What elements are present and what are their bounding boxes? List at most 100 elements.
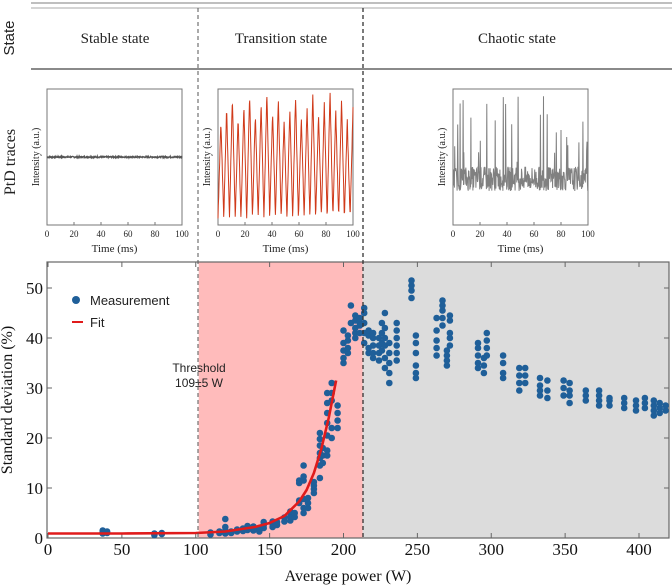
inset-tick-label: 60 xyxy=(295,229,305,239)
row-label-ptd-traces: PtD traces xyxy=(2,129,19,195)
measurement-point xyxy=(360,304,368,312)
measurement-point xyxy=(316,474,324,482)
measurement-point xyxy=(606,394,613,402)
measurement-point xyxy=(300,473,307,480)
measurement-point xyxy=(582,387,590,394)
measurement-point xyxy=(439,314,446,322)
measurement-point xyxy=(386,339,393,347)
measurement-point xyxy=(369,342,377,349)
inset-tick-label: 20 xyxy=(476,229,486,239)
measurement-point xyxy=(620,394,628,402)
measurement-point xyxy=(412,332,420,339)
measurement-point xyxy=(386,359,393,367)
measurement-point xyxy=(352,334,359,342)
inset-tick-label: 40 xyxy=(503,229,513,239)
measurement-point xyxy=(544,394,551,402)
measurement-point xyxy=(483,337,491,344)
measurement-point xyxy=(300,462,307,469)
measurement-point xyxy=(344,337,352,344)
measurement-point xyxy=(566,392,573,399)
measurement-point xyxy=(566,387,573,394)
main-chart: 0 50 100 150 200 250 300 350 400 0 10 20 30 40 50 Avera… xyxy=(0,261,670,585)
measurement-point xyxy=(544,377,551,384)
state-label-stable: Stable state xyxy=(81,31,150,47)
measurement-point xyxy=(536,387,544,394)
measurement-point xyxy=(662,407,669,414)
measurement-point xyxy=(474,344,482,352)
measurement-point xyxy=(222,523,229,531)
measurement-point xyxy=(521,372,529,379)
inset-trace xyxy=(452,96,589,192)
x-tick-label: 400 xyxy=(626,540,652,559)
measurement-point xyxy=(393,319,401,327)
measurement-point xyxy=(650,412,658,419)
inset-tick-label: 40 xyxy=(268,229,278,239)
measurement-point xyxy=(446,334,454,342)
inset-tick-label: 80 xyxy=(151,229,161,239)
measurement-point xyxy=(323,452,331,459)
fit-line xyxy=(48,380,338,535)
measurement-point xyxy=(393,342,401,349)
measurement-point xyxy=(521,379,529,387)
measurement-point xyxy=(310,478,318,486)
measurement-point xyxy=(334,424,341,432)
measurement-point xyxy=(443,362,451,369)
measurement-point xyxy=(381,324,389,332)
state-label-chaotic: Chaotic state xyxy=(478,31,556,47)
measurement-point xyxy=(560,392,567,399)
measurement-point xyxy=(360,339,368,347)
inset-tick-label: 100 xyxy=(581,229,595,239)
inset-transition: 0 20 40 60 80 100 Time (ms) Intensity (a.u.) xyxy=(202,88,360,255)
x-tick-label: 0 xyxy=(44,540,53,559)
x-tick-label: 100 xyxy=(183,540,209,559)
inset-tick-label: 0 xyxy=(451,229,456,239)
measurement-point xyxy=(408,277,415,284)
measurement-point xyxy=(369,349,377,357)
measurement-point xyxy=(560,384,567,392)
region-chaotic xyxy=(362,262,669,538)
measurement-point xyxy=(536,374,544,382)
measurement-point xyxy=(300,509,307,517)
measurement-point xyxy=(386,379,393,387)
measurement-point xyxy=(340,327,347,334)
measurement-point xyxy=(632,407,640,414)
threshold-annotation-line2: 109±5 W xyxy=(175,376,224,390)
measurement-point xyxy=(521,364,529,372)
measurement-point xyxy=(433,337,440,344)
measurement-point xyxy=(381,309,389,317)
measurement-point xyxy=(606,402,613,409)
inset-xlabel: Time (ms) xyxy=(92,243,138,255)
inset-tick-label: 80 xyxy=(322,229,332,239)
measurement-point xyxy=(340,354,347,362)
measurement-point xyxy=(334,402,341,409)
measurement-point xyxy=(480,369,488,377)
measurement-point xyxy=(566,399,573,407)
measurement-point xyxy=(356,314,364,322)
measurement-point xyxy=(499,369,507,377)
measurement-point xyxy=(443,352,451,359)
measurement-point xyxy=(662,402,669,409)
inset-ylabel: Intensity (a.u.) xyxy=(31,128,42,187)
measurement-point xyxy=(344,332,352,339)
measurement-point xyxy=(544,387,551,394)
x-tick-label: 50 xyxy=(113,540,130,559)
measurement-point xyxy=(516,372,523,379)
measurement-point xyxy=(340,359,347,367)
measurement-point xyxy=(334,417,341,424)
measurement-point xyxy=(334,409,341,417)
measurement-point xyxy=(516,387,523,394)
measurement-point xyxy=(483,329,491,337)
measurement-point xyxy=(393,334,401,342)
measurement-point xyxy=(433,327,440,334)
measurement-point xyxy=(344,344,352,352)
inset-ylabel: Intensity (a.u.) xyxy=(202,128,213,187)
y-axis-label: Standard deviation (%) xyxy=(0,326,16,474)
measurement-point xyxy=(443,347,451,354)
measurement-point xyxy=(328,424,336,432)
measurement-point xyxy=(381,334,389,342)
measurement-point xyxy=(474,352,482,359)
measurement-point xyxy=(620,404,628,412)
measurement-point xyxy=(323,447,331,454)
measurement-point xyxy=(439,297,446,304)
x-tick-label: 300 xyxy=(479,540,505,559)
